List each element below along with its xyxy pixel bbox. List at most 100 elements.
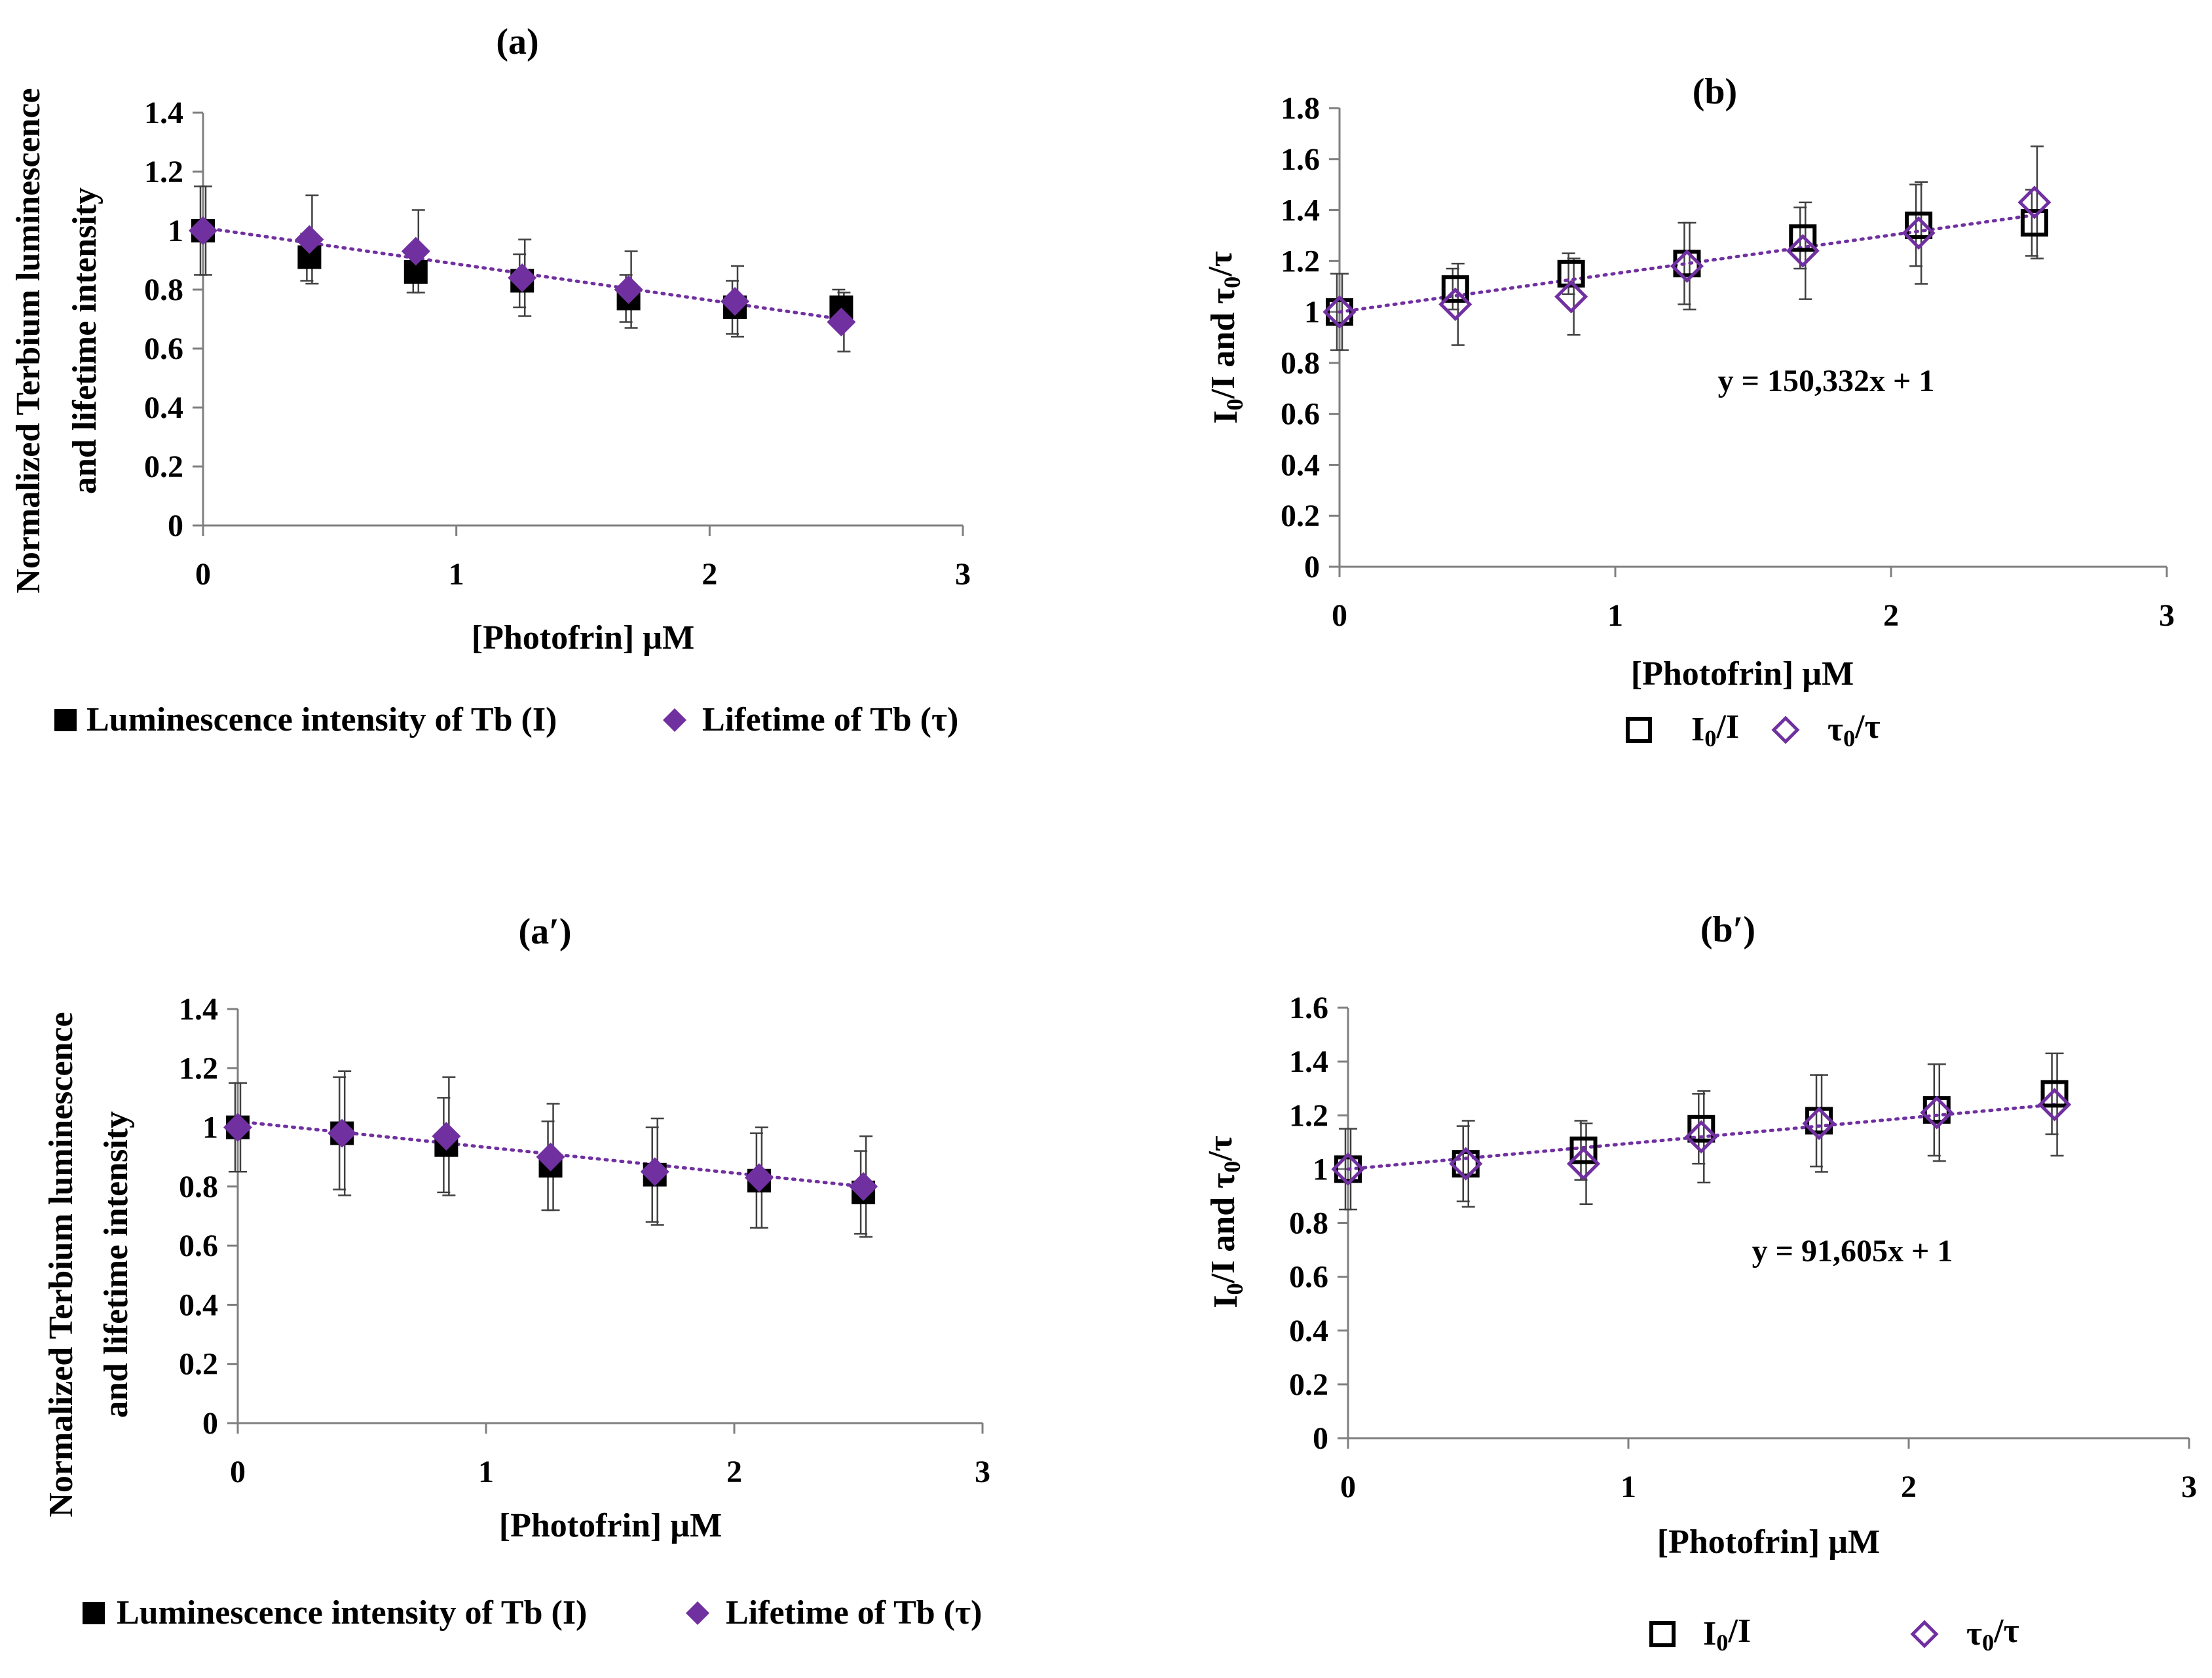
y-tick-label: 0.2 — [1281, 499, 1320, 533]
data-point — [1905, 211, 1933, 239]
y-tick-label: 0 — [202, 1406, 218, 1441]
data-point — [2017, 185, 2052, 219]
y-tick-label: 0.4 — [179, 1287, 218, 1322]
data-point — [1687, 1115, 1715, 1143]
data-point — [1331, 1152, 1365, 1186]
data-point — [295, 225, 324, 254]
y-axis-label: Normalized Terbium luminescence — [10, 88, 47, 593]
y-tick-label: 1.4 — [144, 96, 183, 130]
legend-marker — [83, 1602, 105, 1624]
y-tick-label: 0.6 — [1281, 397, 1320, 432]
y-tick-label: 1 — [1304, 295, 1320, 330]
data-point — [1452, 1150, 1480, 1178]
x-axis-label: [Photofrin] µM — [499, 1507, 722, 1544]
data-point — [2040, 1080, 2069, 1108]
x-tick-label: 0 — [195, 557, 211, 592]
data-point — [1789, 224, 1817, 252]
x-tick-label: 1 — [1621, 1470, 1636, 1504]
y-tick-label: 0.2 — [1289, 1367, 1328, 1402]
data-point — [849, 1172, 878, 1201]
y-tick-label: 1.4 — [1289, 1044, 1328, 1079]
y-tick-label: 1.8 — [1281, 91, 1320, 126]
x-axis-label: [Photofrin] µM — [1657, 1523, 1880, 1561]
data-point — [744, 1163, 774, 1192]
y-tick-label: 1.2 — [1281, 244, 1320, 278]
data-point — [328, 1118, 357, 1148]
x-tick-label: 0 — [1332, 598, 1347, 633]
data-point — [1322, 295, 1357, 329]
y-tick-label: 0.2 — [179, 1347, 218, 1382]
y-tick-label: 0.6 — [1289, 1260, 1328, 1295]
data-point — [1326, 298, 1353, 326]
data-point — [640, 1157, 669, 1187]
data-point — [1902, 216, 1936, 250]
legend-label: Luminescence intensity of Tb (I) — [117, 1594, 587, 1631]
chart-b: (b) 0 0.2 0.4 0.6 0.8 1 1.2 1.4 1.6 1.8 0 1 2 3 [Photof… — [1202, 71, 2175, 752]
y-tick-label: 0 — [1304, 550, 1320, 584]
y-tick-label: 0.4 — [1289, 1314, 1328, 1348]
data-point — [1802, 1107, 1836, 1141]
y-tick-label: 0.6 — [144, 332, 183, 366]
y-axis-label: I0/I and τ0/τ — [1202, 1135, 1248, 1308]
data-point — [432, 1122, 461, 1151]
y-tick-label: 1.2 — [1289, 1098, 1328, 1133]
trendline-equation: y = 91,605x + 1 — [1752, 1234, 1953, 1268]
data-point — [1786, 234, 1820, 268]
y-tick-label: 0 — [168, 508, 183, 543]
data-point — [2038, 1088, 2072, 1122]
data-point — [401, 237, 430, 266]
data-point — [614, 275, 643, 304]
data-point — [508, 263, 537, 292]
chart-a: (a) 0 0.2 0.4 0.6 0.8 1 1.2 1.4 0 1 2 3 [Photofrin] µ… — [10, 22, 971, 738]
data-point — [1569, 1136, 1598, 1164]
y-tick-label: 0.6 — [179, 1229, 218, 1263]
data-point — [1670, 249, 1704, 283]
x-tick-label: 3 — [975, 1455, 990, 1489]
y-tick-label: 1.6 — [1281, 142, 1320, 177]
legend-label: τ0/τ — [1828, 708, 1881, 752]
y-axis-label: and lifetime intensity — [98, 1111, 135, 1418]
y-axis-label: Normalized Terbium luminescence — [43, 1012, 80, 1517]
legend-label: Lifetime of Tb (τ) — [702, 701, 958, 738]
x-tick-label: 1 — [449, 557, 464, 592]
x-tick-label: 1 — [478, 1455, 494, 1489]
data-point — [536, 1142, 565, 1172]
x-tick-label: 1 — [1607, 598, 1623, 633]
y-tick-label: 1.4 — [179, 992, 218, 1027]
y-tick-label: 1 — [168, 214, 183, 248]
x-tick-label: 3 — [2181, 1470, 2197, 1504]
data-point — [721, 287, 749, 316]
data-point — [1554, 280, 1588, 314]
y-tick-label: 0.8 — [179, 1170, 218, 1204]
legend-label: I0/I — [1691, 708, 1739, 752]
x-tick-label: 2 — [726, 1455, 742, 1489]
data-point — [1449, 1147, 1483, 1181]
y-tick-label: 0.8 — [1281, 346, 1320, 381]
chart-title: (a) — [496, 22, 538, 62]
x-tick-label: 3 — [955, 557, 971, 592]
y-tick-label: 1 — [202, 1111, 218, 1145]
legend-label: τ0/τ — [1966, 1612, 2019, 1656]
data-point — [1684, 1120, 1718, 1154]
y-axis-label: I0/I and τ0/τ — [1202, 251, 1248, 424]
x-tick-label: 0 — [1340, 1470, 1356, 1504]
y-tick-label: 0.2 — [144, 449, 183, 484]
y-tick-label: 1.2 — [144, 155, 183, 189]
y-tick-label: 1.2 — [179, 1051, 218, 1086]
legend-marker — [1771, 715, 1800, 744]
x-tick-label: 3 — [2159, 598, 2175, 633]
data-point — [189, 216, 217, 245]
legend-marker — [663, 708, 686, 732]
y-tick-label: 1 — [1313, 1152, 1328, 1187]
legend-marker — [54, 709, 77, 731]
x-tick-label: 2 — [1901, 1470, 1917, 1504]
chart-title: (b′) — [1700, 909, 1755, 950]
data-point — [1441, 275, 1469, 303]
y-tick-label: 0 — [1313, 1421, 1328, 1456]
data-point — [1557, 259, 1585, 288]
legend-label: I0/I — [1703, 1612, 1751, 1656]
trendline — [1338, 213, 2036, 314]
x-axis-label: [Photofrin] µM — [1631, 655, 1854, 693]
chart-a2: (a′) 0 0.2 0.4 0.6 0.8 1 1.2 1.4 0 1 2 3 [Photofrin] … — [43, 911, 990, 1631]
